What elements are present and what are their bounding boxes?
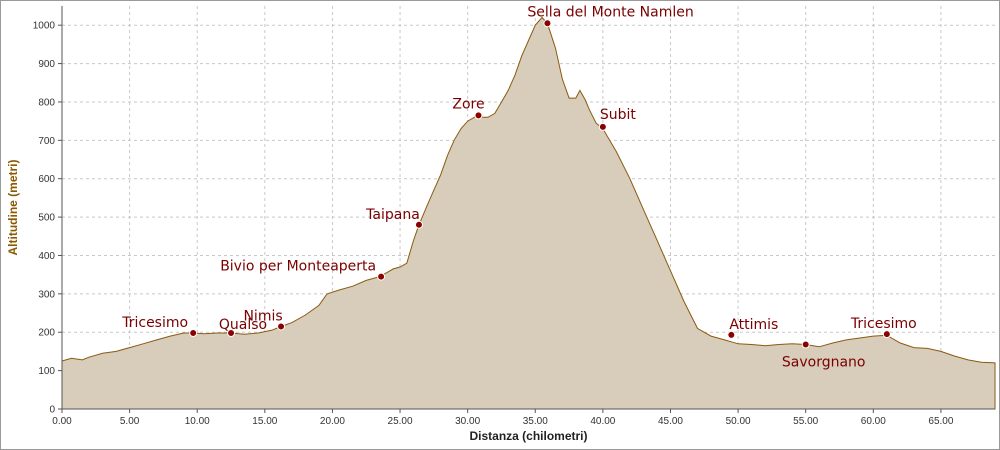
waypoint-label-1: Qualso: [219, 317, 267, 333]
waypoint-marker-7[interactable]: [598, 122, 607, 131]
waypoint-marker-3[interactable]: [377, 272, 386, 281]
y-axis-title: Altitudine (metri): [6, 160, 20, 256]
waypoint-marker-10[interactable]: [882, 330, 891, 339]
y-tick-label-4: 400: [38, 251, 55, 262]
x-tick-label-5: 25.00: [388, 416, 413, 427]
waypoint-marker-0[interactable]: [189, 329, 198, 338]
waypoint-marker-4[interactable]: [414, 220, 423, 229]
waypoint-label-2: Nimis: [243, 308, 282, 324]
y-tick-label-7: 700: [38, 136, 55, 147]
waypoint-label-0: Tricesimo: [121, 315, 188, 331]
x-tick-label-8: 40.00: [590, 416, 615, 427]
waypoint-marker-1[interactable]: [227, 329, 236, 338]
y-tick-label-10: 1000: [33, 21, 56, 32]
x-tick-label-4: 20.00: [320, 416, 345, 427]
y-tick-label-8: 800: [38, 97, 55, 108]
y-tick-labels: 0 100 200 300 400 500 600 700 800 900 1000: [33, 21, 62, 416]
x-tick-label-7: 35.00: [523, 416, 548, 427]
waypoint-marker-8[interactable]: [727, 330, 736, 339]
waypoint-label-10: Tricesimo: [850, 316, 917, 332]
x-tick-label-9: 45.00: [658, 416, 683, 427]
x-tick-label-0: 0.00: [52, 416, 72, 427]
waypoint-marker-5[interactable]: [474, 111, 483, 120]
y-tick-label-2: 200: [38, 328, 55, 339]
x-tick-label-2: 10.00: [185, 416, 210, 427]
waypoint-marker-9[interactable]: [801, 340, 810, 349]
x-tick-label-3: 15.00: [252, 416, 277, 427]
waypoint-label-8: Attimis: [729, 317, 778, 333]
x-tick-label-12: 60.00: [861, 416, 886, 427]
waypoint-label-7: Subit: [600, 107, 637, 123]
waypoint-label-6: Sella del Monte Namlen: [527, 4, 693, 20]
y-tick-label-1: 100: [38, 366, 55, 377]
waypoint-label-5: Zore: [452, 96, 484, 112]
y-tick-label-9: 900: [38, 59, 55, 70]
waypoint-label-9: Savorgnano: [782, 355, 866, 371]
y-tick-label-5: 500: [38, 213, 55, 224]
x-tick-label-11: 55.00: [793, 416, 818, 427]
x-axis-title: Distanza (chilometri): [469, 429, 587, 443]
axes: [61, 6, 995, 410]
waypoint-label-3: Bivio per Monteaperta: [220, 259, 376, 275]
x-tick-labels: 0.00 5.00 10.00 15.00 20.00 25.00 30.00 35.00 40…: [52, 409, 954, 427]
x-tick-label-1: 5.00: [120, 416, 140, 427]
waypoint-marker-2[interactable]: [277, 322, 286, 331]
elevation-area: [61, 16, 996, 410]
x-tick-label-13: 65.00: [928, 416, 953, 427]
waypoint-label-4: Taipana: [365, 207, 420, 223]
x-tick-label-10: 50.00: [726, 416, 751, 427]
y-tick-label-6: 600: [38, 174, 55, 185]
x-tick-label-6: 30.00: [455, 416, 480, 427]
waypoint-marker-6[interactable]: [543, 19, 552, 28]
y-tick-label-3: 300: [38, 289, 55, 300]
y-tick-label-0: 0: [49, 405, 55, 416]
